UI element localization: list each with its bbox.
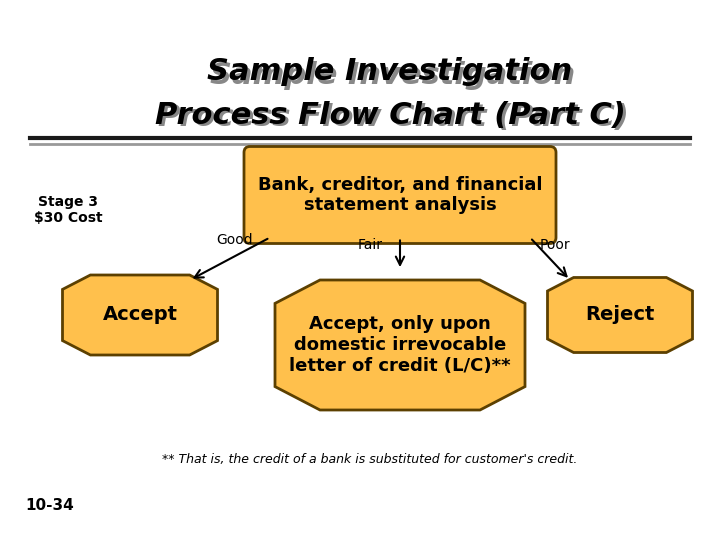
Text: Bank, creditor, and financial
statement analysis: Bank, creditor, and financial statement … xyxy=(258,176,542,214)
Text: Sample Investigation: Sample Investigation xyxy=(210,60,575,90)
Text: Sample Investigation: Sample Investigation xyxy=(207,57,572,86)
Text: Process Flow Chart (Part C): Process Flow Chart (Part C) xyxy=(158,104,629,132)
Text: Process Flow Chart (Part C): Process Flow Chart (Part C) xyxy=(155,100,626,130)
Text: ** That is, the credit of a bank is substituted for customer's credit.: ** That is, the credit of a bank is subs… xyxy=(162,454,577,467)
Text: Accept, only upon
domestic irrevocable
letter of credit (L/C)**: Accept, only upon domestic irrevocable l… xyxy=(289,315,510,375)
Polygon shape xyxy=(63,275,217,355)
Text: 10-34: 10-34 xyxy=(25,497,73,512)
Text: Good: Good xyxy=(217,233,253,247)
Text: Accept: Accept xyxy=(102,306,178,325)
Polygon shape xyxy=(547,278,693,353)
Text: Poor: Poor xyxy=(540,238,570,252)
Text: Fair: Fair xyxy=(358,238,382,252)
Text: Reject: Reject xyxy=(585,306,654,325)
FancyBboxPatch shape xyxy=(244,146,556,244)
Text: Stage 3
$30 Cost: Stage 3 $30 Cost xyxy=(34,195,102,225)
Polygon shape xyxy=(275,280,525,410)
